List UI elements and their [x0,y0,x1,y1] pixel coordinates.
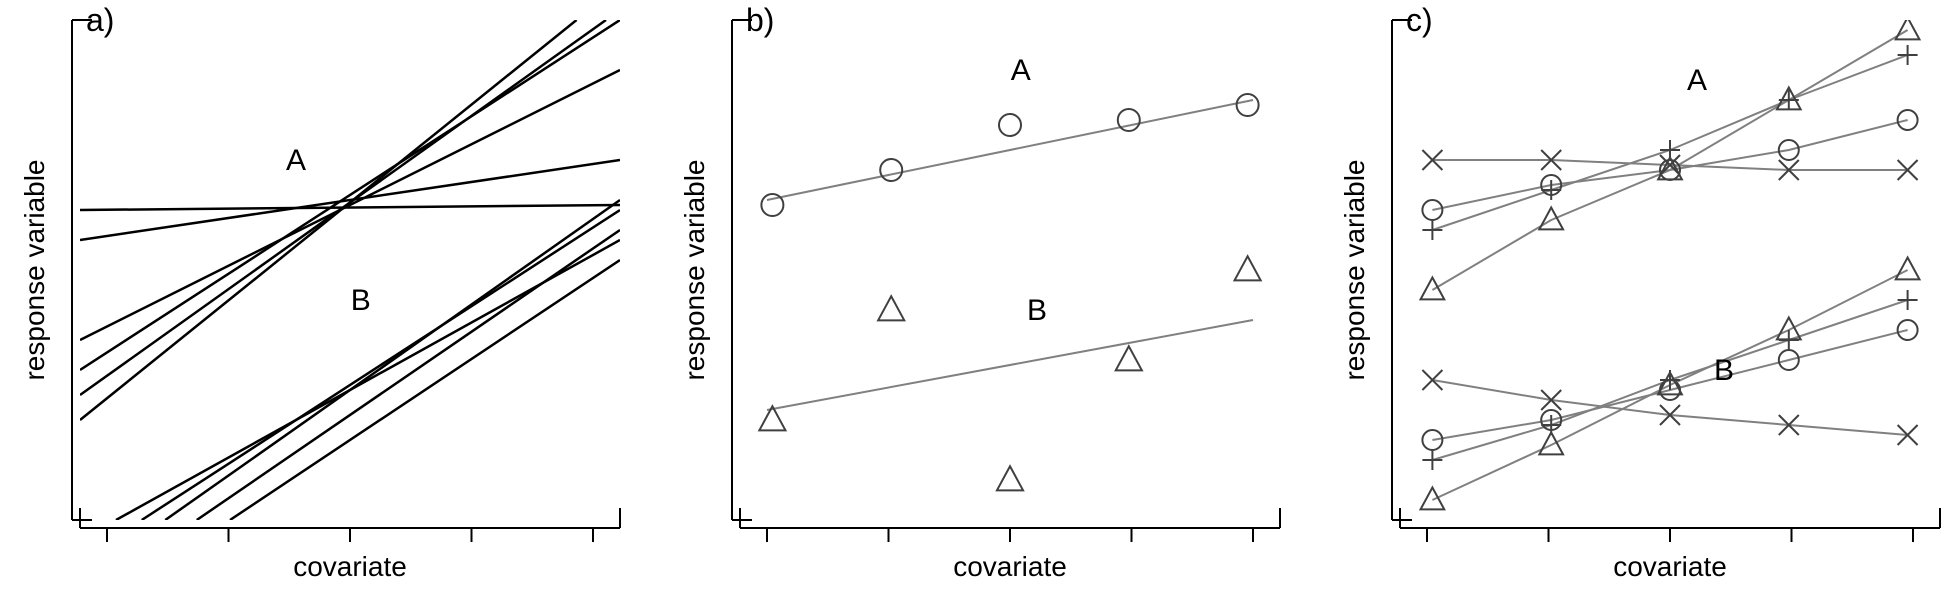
regression-line [80,160,620,240]
marker-triangle [997,466,1023,490]
marker-circle [761,194,783,216]
marker-triangle [1539,433,1563,455]
marker-triangle [878,296,904,320]
marker-triangle [1896,18,1920,40]
regression-line [80,20,577,420]
x-axis-label: covariate [953,551,1067,582]
regression-line [116,240,620,520]
annotation-label: B [1714,354,1734,387]
panel-c: covariate response variable c) A B [1339,2,1940,582]
regression-line [165,200,620,520]
panel-letter: a) [86,2,114,38]
panel-b-points [759,94,1260,490]
panel-a-lines [80,20,620,520]
marker-triangle [1421,488,1445,510]
marker-triangle [1235,256,1261,280]
fit-line [767,320,1253,410]
regression-line [80,20,620,370]
panel-b: covariate response variable b) A B [679,2,1280,582]
annotation-label: A [1011,54,1031,87]
figure-container: covariate response variable a) A Bcovariate r… [0,0,1950,602]
annotation-label: B [1027,294,1047,327]
panel-c-content [1421,18,1920,510]
regression-line [230,260,620,520]
marker-circle [1118,109,1140,131]
regression-line [142,210,620,520]
x-axis-label: covariate [1613,551,1727,582]
y-axis-label: response variable [1339,159,1370,380]
annotation-label: A [286,144,306,177]
marker-triangle [1116,346,1142,370]
marker-triangle [1896,258,1920,280]
figure-svg: covariate response variable a) A Bcovariate r… [0,0,1950,602]
marker-triangle [1539,208,1563,230]
annotation-label: B [351,284,371,317]
marker-circle [880,159,902,181]
marker-circle [999,114,1021,136]
panel-letter: b) [746,2,774,38]
panel-a: covariate response variable a) A B [19,2,620,582]
annotation-label: A [1687,64,1707,97]
y-axis-label: response variable [19,159,50,380]
x-axis-label: covariate [293,551,407,582]
panel-letter: c) [1406,2,1433,38]
marker-circle [1237,94,1259,116]
y-axis-label: response variable [679,159,710,380]
marker-triangle [1421,278,1445,300]
panel-b-lines [767,100,1253,410]
